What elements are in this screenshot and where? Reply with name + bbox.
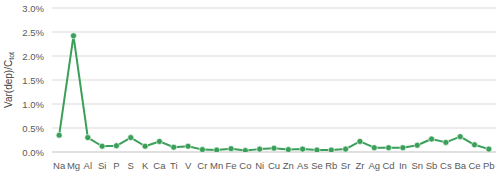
y-tick-label: 0.5%	[22, 123, 44, 134]
point-marker	[228, 146, 234, 152]
point-marker	[328, 147, 334, 152]
point-marker	[70, 33, 76, 39]
point-marker	[400, 145, 406, 151]
point-marker	[185, 143, 191, 149]
point-marker	[85, 135, 91, 141]
x-tick-label: Zr	[355, 160, 364, 171]
x-tick-label: Al	[84, 160, 92, 171]
y-tick-label: 2.5%	[22, 27, 44, 38]
x-tick-label: P	[113, 160, 119, 171]
point-marker	[271, 145, 277, 151]
point-marker	[457, 134, 463, 140]
y-tick-label: 1.5%	[22, 75, 44, 86]
point-marker	[285, 147, 291, 152]
x-tick-label: Sb	[426, 160, 438, 171]
y-axis-title: Var(dep)/Ctot	[3, 52, 15, 108]
point-marker	[314, 147, 320, 152]
grid-line	[52, 104, 496, 105]
x-tick-label: Si	[98, 160, 106, 171]
point-marker	[357, 138, 363, 144]
point-marker	[113, 143, 119, 149]
point-marker	[199, 147, 205, 152]
x-tick-label: Ni	[255, 160, 264, 171]
grid-line	[52, 128, 496, 129]
point-marker	[214, 147, 220, 152]
x-tick-label: Pb	[483, 160, 495, 171]
x-tick-label: S	[128, 160, 134, 171]
point-marker	[56, 132, 62, 138]
point-marker	[99, 143, 105, 149]
x-tick-label: Rb	[325, 160, 337, 171]
x-tick-label: In	[399, 160, 407, 171]
series-line	[59, 36, 489, 151]
grid-line	[52, 80, 496, 81]
x-tick-label: As	[297, 160, 308, 171]
x-tick-label: Ti	[170, 160, 178, 171]
point-marker	[300, 146, 306, 152]
point-marker	[443, 139, 449, 145]
grid-line	[52, 8, 496, 9]
x-tick-label: Na	[53, 160, 66, 171]
x-tick-label: Mn	[210, 160, 223, 171]
point-marker	[486, 146, 492, 152]
x-tick-label: Ca	[153, 160, 166, 171]
x-tick-label: Mg	[67, 160, 80, 171]
x-tick-label: Sn	[411, 160, 423, 171]
y-tick-label: 1.0%	[22, 99, 44, 110]
y-tick-label: 3.0%	[22, 3, 44, 14]
point-marker	[156, 138, 162, 144]
point-marker	[343, 146, 349, 152]
plot-area	[56, 33, 492, 152]
x-tick-label: Co	[239, 160, 251, 171]
point-marker	[472, 142, 478, 148]
point-marker	[414, 142, 420, 148]
x-tick-label: Ag	[368, 160, 380, 171]
grid-line	[52, 32, 496, 33]
x-tick-label: Cu	[268, 160, 280, 171]
x-tick-label: Zn	[283, 160, 294, 171]
x-tick-label: Sr	[341, 160, 351, 171]
chart: 0.0%0.5%1.0%1.5%2.0%2.5%3.0%NaMgAlSiPSKC…	[0, 0, 500, 178]
x-tick-label: Se	[311, 160, 323, 171]
x-axis-line	[52, 152, 496, 153]
point-marker	[386, 145, 392, 151]
point-marker	[371, 145, 377, 151]
point-marker	[171, 144, 177, 150]
point-marker	[142, 143, 148, 149]
point-marker	[128, 135, 134, 141]
x-tick-label: Cr	[197, 160, 207, 171]
x-tick-label: Ba	[454, 160, 466, 171]
point-marker	[257, 146, 263, 152]
y-tick-label: 2.0%	[22, 51, 44, 62]
point-marker	[429, 136, 435, 142]
x-tick-label: Ce	[468, 160, 480, 171]
grid-line	[52, 56, 496, 57]
x-tick-label: V	[185, 160, 192, 171]
y-tick-label: 0.0%	[22, 147, 44, 158]
x-tick-label: K	[142, 160, 149, 171]
point-marker	[242, 148, 248, 152]
x-tick-label: Fe	[225, 160, 236, 171]
x-tick-label: Cd	[383, 160, 395, 171]
x-tick-label: Cs	[440, 160, 452, 171]
